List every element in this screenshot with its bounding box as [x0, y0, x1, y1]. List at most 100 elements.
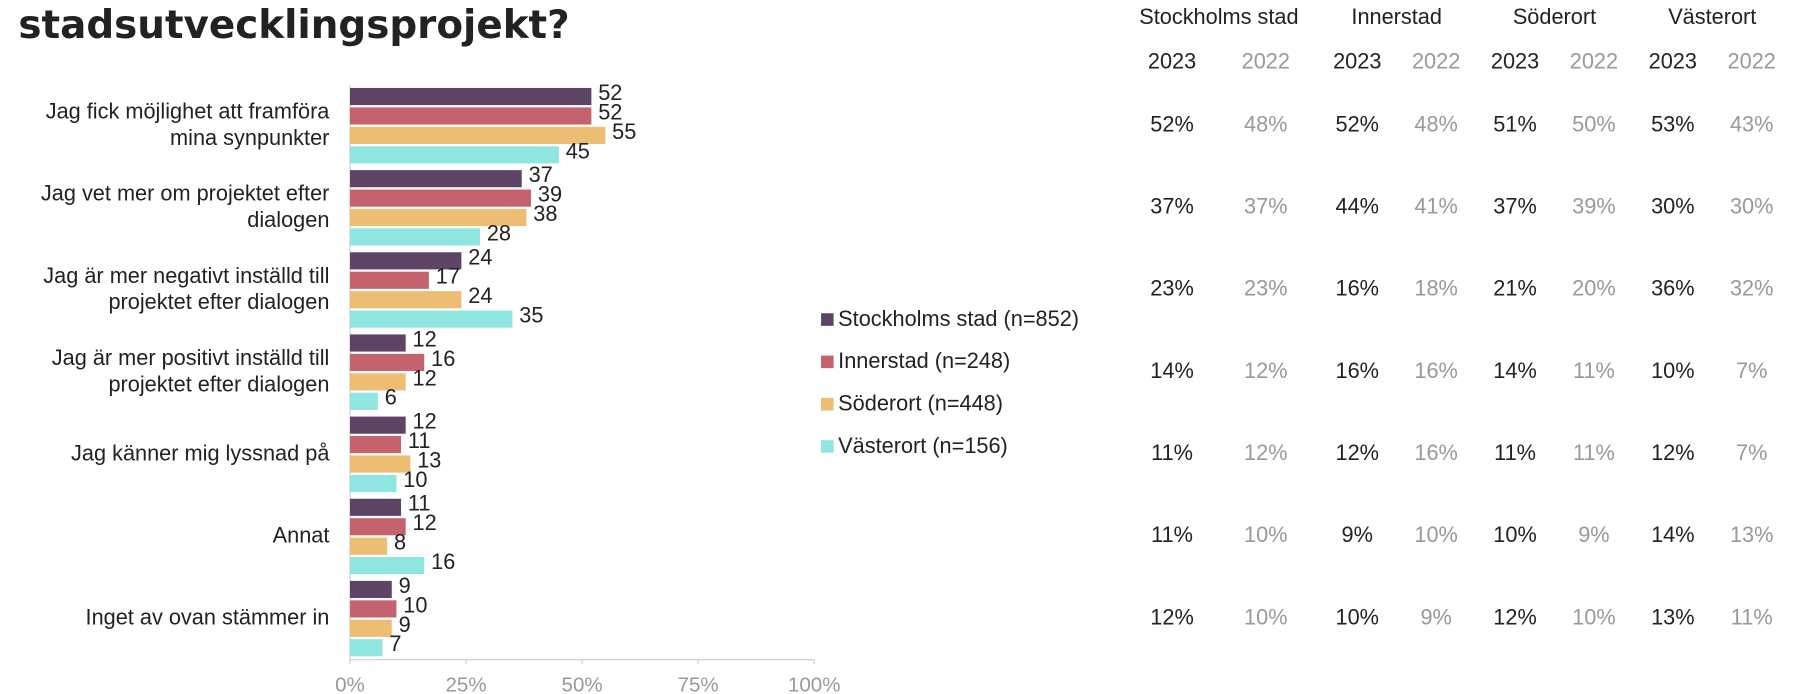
- bar: [349, 436, 402, 454]
- table-cell: 11%: [1494, 440, 1536, 465]
- table-year-header: 2023: [1649, 49, 1697, 74]
- bar: [349, 107, 592, 125]
- category-label: Jag vet mer om projektet efter dialogen: [41, 180, 330, 231]
- table-cell: 12%: [1651, 440, 1694, 465]
- table-year-header: 2023: [1491, 49, 1539, 74]
- table-cell: 43%: [1730, 111, 1773, 136]
- table-cell: 39%: [1572, 194, 1615, 219]
- legend-swatch: [821, 313, 834, 326]
- table-cell: 30%: [1730, 194, 1773, 219]
- table-cell: 12%: [1244, 358, 1287, 383]
- x-tick-label: 50%: [562, 673, 603, 694]
- bar: [349, 600, 397, 618]
- bar: [349, 416, 406, 434]
- table-cell: 9%: [1578, 522, 1609, 547]
- table-cell: 12%: [1336, 440, 1379, 465]
- table-cell: 30%: [1651, 194, 1694, 219]
- value-label: 16: [431, 549, 455, 574]
- value-label: 24: [468, 244, 492, 269]
- table-group-header: Västerort: [1668, 4, 1756, 29]
- bar: [349, 252, 462, 270]
- table-cell: 7%: [1736, 440, 1767, 465]
- chart-title: stadsutvecklingsprojekt?: [18, 3, 569, 48]
- bar: [349, 580, 392, 599]
- table-cell: 12%: [1493, 604, 1536, 629]
- table-cell: 23%: [1244, 276, 1287, 301]
- bar: [349, 619, 392, 637]
- table-cell: 41%: [1414, 194, 1457, 219]
- value-label: 9: [399, 573, 411, 598]
- table-cell: 11%: [1573, 358, 1615, 383]
- table-cell: 10%: [1493, 522, 1536, 547]
- value-label: 12: [413, 326, 437, 351]
- legend-label: Söderort (n=448): [838, 390, 1003, 415]
- value-label: 38: [533, 201, 557, 226]
- bar: [349, 170, 522, 188]
- table-cell: 14%: [1150, 358, 1193, 383]
- table-cell: 52%: [1150, 111, 1193, 136]
- table-cell: 13%: [1730, 522, 1773, 547]
- table-cell: 10%: [1414, 522, 1457, 547]
- x-tick-label: 0%: [335, 673, 365, 694]
- table-cell: 51%: [1493, 111, 1536, 136]
- value-label: 28: [487, 220, 511, 245]
- value-label: 12: [413, 365, 437, 390]
- table-cell: 18%: [1414, 276, 1457, 301]
- bar: [349, 537, 388, 555]
- table-cell: 10%: [1336, 604, 1379, 629]
- table-year-header: 2023: [1333, 49, 1381, 74]
- x-tick-label: 100%: [788, 673, 841, 694]
- bar: [349, 455, 411, 473]
- bar: [349, 271, 429, 289]
- category-label: Jag är mer negativt inställd till projekt…: [43, 263, 329, 314]
- table-cell: 7%: [1736, 358, 1767, 383]
- category-label: Jag fick möjlighet att framföra mina synp…: [46, 98, 331, 149]
- bar: [349, 518, 406, 536]
- bar: [349, 353, 425, 372]
- bar: [349, 639, 383, 657]
- table-cell: 37%: [1244, 194, 1287, 219]
- table-cell: 48%: [1414, 111, 1457, 136]
- legend-label: Stockholms stad (n=852): [838, 306, 1079, 331]
- table-cell: 10%: [1572, 604, 1615, 629]
- bar: [349, 228, 480, 246]
- table-year-header: 2022: [1412, 49, 1460, 74]
- bar: [349, 498, 402, 516]
- value-label: 12: [413, 510, 437, 535]
- table-cell: 11%: [1573, 440, 1615, 465]
- legend-swatch: [821, 440, 834, 453]
- table-cell: 37%: [1493, 194, 1536, 219]
- value-label: 6: [385, 385, 397, 410]
- table-cell: 32%: [1730, 276, 1773, 301]
- value-label: 7: [389, 631, 401, 656]
- x-tick-label: 25%: [445, 673, 486, 694]
- value-label: 35: [519, 303, 543, 328]
- table-cell: 36%: [1651, 276, 1694, 301]
- table-year-header: 2022: [1728, 49, 1776, 74]
- table-cell: 10%: [1651, 358, 1694, 383]
- table-cell: 11%: [1151, 522, 1193, 547]
- bar: [349, 291, 462, 309]
- value-label: 45: [566, 138, 590, 163]
- table-cell: 23%: [1150, 276, 1193, 301]
- value-label: 16: [431, 346, 455, 371]
- category-label: Jag är mer positivt inställd till projekt…: [52, 345, 330, 396]
- table-cell: 11%: [1731, 604, 1773, 629]
- bar: [349, 189, 532, 207]
- table-cell: 50%: [1572, 111, 1615, 136]
- table-group-header: Söderort: [1513, 4, 1596, 29]
- table-cell: 9%: [1342, 522, 1373, 547]
- bar: [349, 557, 425, 575]
- x-tick-label: 75%: [678, 673, 719, 694]
- table-cell: 14%: [1651, 522, 1694, 547]
- table-group-header: Stockholms stad: [1139, 4, 1298, 29]
- value-label: 52: [598, 99, 622, 124]
- table-group-header: Innerstad: [1351, 4, 1442, 29]
- table-cell: 20%: [1572, 276, 1615, 301]
- bar: [349, 208, 527, 227]
- table-cell: 37%: [1150, 194, 1193, 219]
- bar: [349, 334, 406, 352]
- table-cell: 13%: [1651, 604, 1694, 629]
